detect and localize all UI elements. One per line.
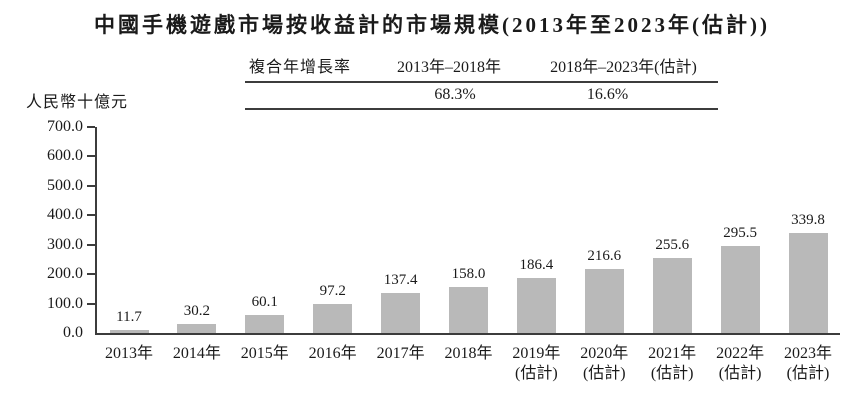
bar-value-label: 216.6 <box>587 248 622 265</box>
y-axis-tick-mark <box>87 155 95 158</box>
cagr-period1-value: 68.3% <box>434 86 476 103</box>
bar-2021年 <box>652 257 692 333</box>
x-axis-line <box>95 333 840 335</box>
bar-value-label: 60.1 <box>251 294 278 311</box>
bar-2015年 <box>245 315 285 333</box>
bar-2023年 <box>788 233 828 333</box>
x-axis-label-year: 2021年 <box>648 345 697 362</box>
cagr-value-row: 68.3% 16.6% <box>245 83 718 110</box>
x-axis-label-year: 2018年 <box>444 345 493 362</box>
x-axis-label-estimate-note: (估計) <box>718 364 762 382</box>
x-axis-label-year: 2016年 <box>308 345 357 362</box>
x-axis-label-year: 2015年 <box>240 345 289 362</box>
x-axis-label-year: 2023年 <box>783 345 832 362</box>
x-axis-label-estimate-note: (估計) <box>786 364 830 382</box>
bar-2019年 <box>516 278 556 333</box>
x-axis-label: 2013年 <box>89 344 169 364</box>
x-axis-label-estimate-note: (估計) <box>650 364 694 382</box>
y-axis-tick-label: 200.0 <box>47 265 83 283</box>
x-axis-label-year: 2017年 <box>376 345 425 362</box>
cagr-period2-header: 2018年–2023年(估計) <box>550 59 697 76</box>
bar-2018年 <box>449 286 488 333</box>
cagr-period1-header: 2013年–2018年 <box>396 59 501 76</box>
x-axis-label-year: 2013年 <box>104 345 153 362</box>
bar-2016年 <box>313 304 353 333</box>
bar-value-label: 186.4 <box>519 257 554 274</box>
x-axis-label-year: 2020年 <box>580 345 629 362</box>
bar-value-label: 30.2 <box>183 303 211 320</box>
x-axis-label: 2021年 (估計) <box>632 344 712 383</box>
bar-value-label: 137.4 <box>383 271 418 288</box>
x-axis-label: 2022年 (估計) <box>700 344 780 383</box>
x-axis-label-year: 2014年 <box>172 345 221 362</box>
x-axis-label-estimate-note: (估計) <box>582 364 626 382</box>
y-axis-unit-label: 人民幣十億元 <box>26 94 129 111</box>
bar-value-label: 97.2 <box>319 283 346 300</box>
cagr-table: 複合年增長率 2013年–2018年 2018年–2023年(估計) 68.3%… <box>245 53 718 110</box>
bar-value-label: 158.0 <box>451 265 486 282</box>
x-axis-label-year: 2019年 <box>512 345 561 362</box>
plot-area: 11.7 30.2 60.1 97.2 137.4 158.0 186.4 216.6 255.… <box>95 127 840 333</box>
y-axis-tick-label: 100.0 <box>47 294 83 312</box>
bar-2013年 <box>109 329 149 333</box>
y-axis-tick-label: 0.0 <box>63 324 83 341</box>
x-axis-label-year: 2022年 <box>716 345 765 362</box>
y-axis-tick-mark <box>87 184 95 187</box>
y-axis-tick-mark <box>87 243 95 246</box>
x-axis-label: 2019年 (估計) <box>496 344 576 383</box>
y-axis-tick-mark <box>87 214 95 217</box>
bar-2014年 <box>177 324 217 333</box>
bar-2020年 <box>584 269 624 333</box>
y-axis-tick-label: 700.0 <box>47 118 83 135</box>
y-axis-tick-mark <box>87 126 95 128</box>
cagr-period2-value: 16.6% <box>586 86 629 103</box>
bar-2022年 <box>720 246 760 333</box>
x-axis-label: 2014年 <box>157 344 237 364</box>
x-axis-label: 2017年 <box>361 344 441 364</box>
bar-2017年 <box>381 292 421 333</box>
y-axis-line <box>95 127 97 335</box>
bar-value-label: 295.5 <box>723 225 757 242</box>
chart-title: 中國手機遊戲市場按收益計的市場規模(2013年至2023年(估計)) <box>94 13 770 37</box>
x-axis-label: 2015年 <box>225 344 305 364</box>
x-axis-label-estimate-note: (估計) <box>515 364 558 382</box>
y-axis-tick-label: 600.0 <box>47 147 83 165</box>
bar-value-label: 339.8 <box>791 212 825 229</box>
cagr-header-row: 複合年增長率 2013年–2018年 2018年–2023年(估計) <box>245 53 718 83</box>
x-axis-label: 2018年 <box>429 344 509 364</box>
x-axis-label: 2020年 (估計) <box>564 344 644 383</box>
bar-value-label: 11.7 <box>116 308 142 325</box>
y-axis-tick-label: 400.0 <box>47 206 83 224</box>
x-axis-label: 2023年 (估計) <box>768 344 848 383</box>
y-axis-tick-label: 500.0 <box>47 176 83 194</box>
x-axis-label: 2016年 <box>293 344 373 364</box>
y-axis-tick-label: 300.0 <box>47 235 83 253</box>
cagr-row-label: 複合年增長率 <box>249 59 352 76</box>
y-axis-tick-mark <box>87 273 95 276</box>
y-axis-tick-mark <box>87 302 95 305</box>
bar-value-label: 255.6 <box>655 236 690 253</box>
